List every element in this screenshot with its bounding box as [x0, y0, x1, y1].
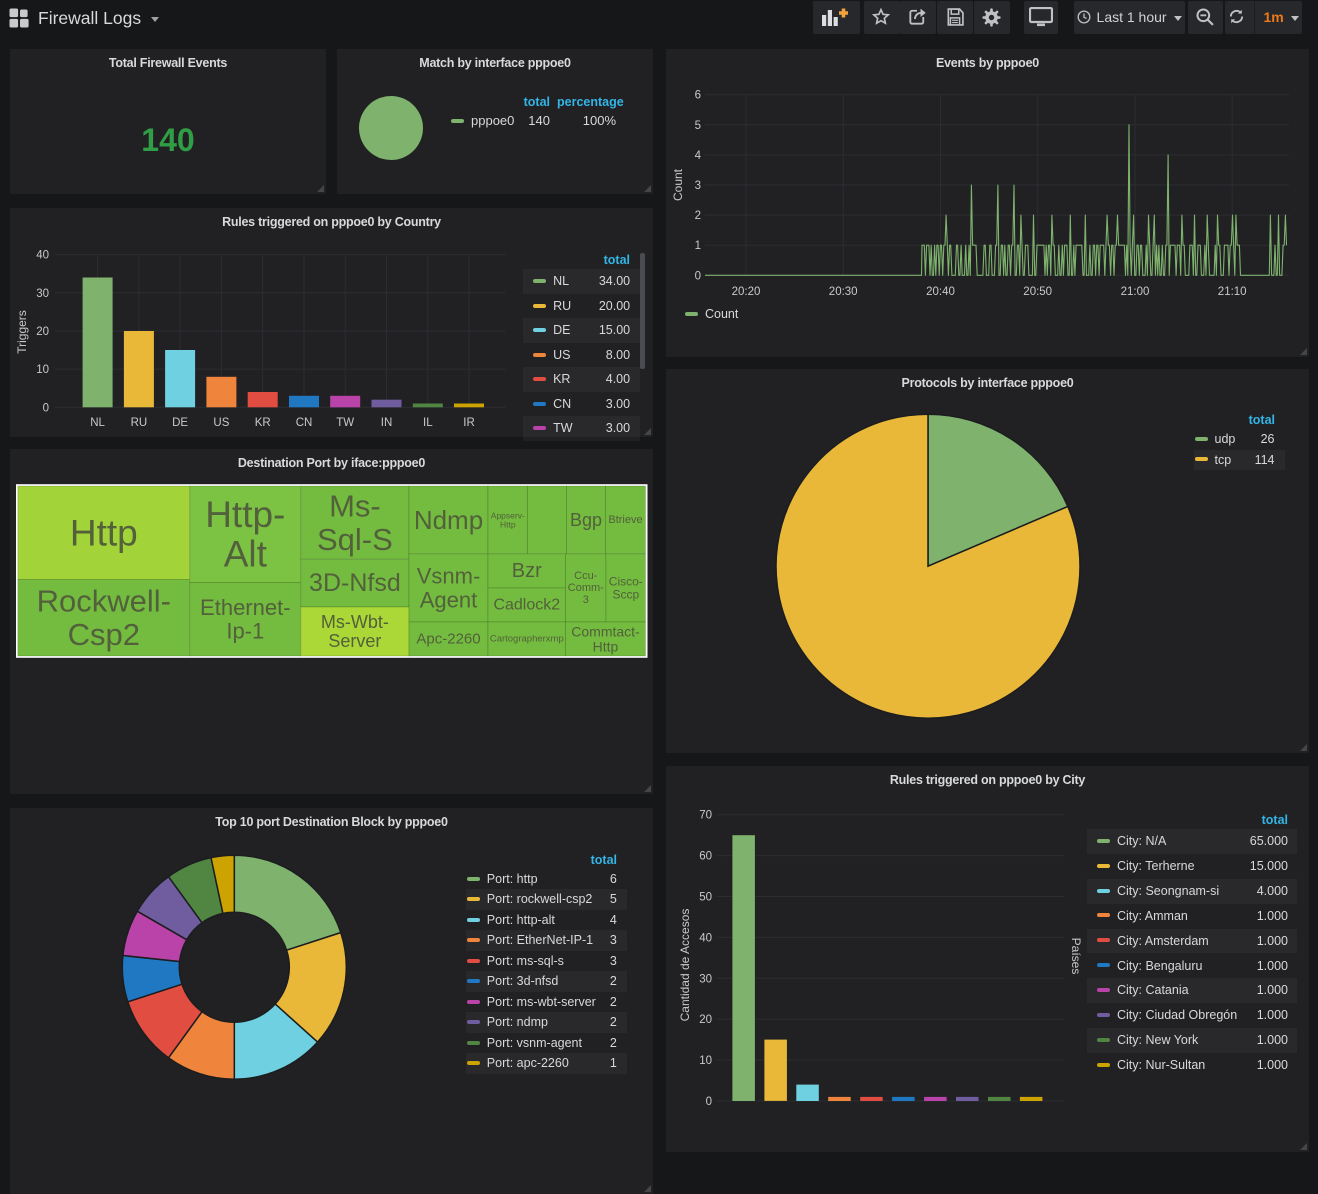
svg-text:Agent: Agent	[420, 587, 478, 612]
svg-text:Comm-: Comm-	[568, 582, 604, 594]
svg-text:20: 20	[699, 1014, 712, 1026]
svg-text:21:10: 21:10	[1218, 286, 1247, 298]
svg-text:50: 50	[699, 892, 712, 904]
svg-text:IN: IN	[381, 417, 393, 429]
svg-text:40: 40	[699, 932, 712, 944]
svg-text:Alt: Alt	[224, 534, 268, 575]
svg-text:KR: KR	[255, 417, 271, 429]
svg-text:30: 30	[699, 973, 712, 985]
svg-text:Cantidad de Accesos: Cantidad de Accesos	[678, 909, 692, 1022]
svg-text:Http: Http	[593, 639, 619, 655]
svg-text:20:40: 20:40	[926, 286, 955, 298]
svg-text:5: 5	[695, 120, 701, 132]
svg-text:CN: CN	[296, 417, 313, 429]
svg-text:40: 40	[36, 250, 49, 262]
svg-text:NL: NL	[90, 417, 105, 429]
svg-text:Sql-S: Sql-S	[317, 522, 393, 557]
svg-text:10: 10	[36, 364, 49, 376]
svg-text:Http: Http	[70, 512, 138, 553]
svg-text:Rockwell-: Rockwell-	[37, 584, 171, 619]
svg-text:20:50: 20:50	[1023, 286, 1052, 298]
svg-text:Ndmp: Ndmp	[414, 505, 483, 535]
svg-text:IR: IR	[463, 417, 475, 429]
svg-text:Http-: Http-	[205, 494, 285, 535]
svg-text:30: 30	[36, 288, 49, 300]
svg-text:Commtact-: Commtact-	[571, 623, 640, 639]
svg-text:0: 0	[43, 402, 49, 414]
svg-text:Ms-Wbt-: Ms-Wbt-	[321, 612, 389, 632]
svg-text:Cisco-: Cisco-	[609, 575, 643, 589]
svg-text:Vsnm-: Vsnm-	[417, 564, 481, 589]
svg-text:Ms-: Ms-	[329, 488, 381, 523]
svg-text:10: 10	[699, 1055, 712, 1067]
svg-text:0: 0	[695, 270, 701, 282]
svg-text:Países: Países	[1069, 938, 1083, 975]
svg-text:0: 0	[706, 1096, 712, 1108]
svg-text:20:20: 20:20	[732, 286, 761, 298]
svg-text:20:30: 20:30	[829, 286, 858, 298]
svg-text:DE: DE	[172, 417, 188, 429]
svg-text:Ccu-: Ccu-	[574, 570, 598, 582]
svg-text:Csp2: Csp2	[68, 617, 140, 652]
svg-text:20: 20	[36, 326, 49, 338]
svg-text:3D-Nfsd: 3D-Nfsd	[309, 569, 401, 597]
svg-text:IL: IL	[423, 417, 433, 429]
svg-text:Sccp: Sccp	[612, 587, 639, 601]
svg-text:TW: TW	[336, 417, 354, 429]
svg-text:1: 1	[695, 240, 701, 252]
svg-text:Bgp: Bgp	[570, 510, 602, 530]
svg-text:Btrieve: Btrieve	[608, 514, 642, 526]
svg-text:60: 60	[699, 851, 712, 863]
svg-text:Appserv-: Appserv-	[491, 510, 525, 520]
svg-text:Apc-2260: Apc-2260	[416, 631, 480, 648]
svg-text:4: 4	[695, 150, 702, 162]
svg-text:70: 70	[699, 810, 712, 822]
svg-text:RU: RU	[131, 417, 148, 429]
svg-text:Cadlock2: Cadlock2	[493, 597, 560, 614]
svg-text:2: 2	[695, 210, 701, 222]
svg-text:21:00: 21:00	[1121, 286, 1150, 298]
svg-text:3: 3	[583, 594, 589, 606]
svg-text:US: US	[213, 417, 229, 429]
svg-text:3: 3	[695, 180, 701, 192]
svg-text:Ip-1: Ip-1	[226, 619, 264, 644]
svg-text:Ethernet-: Ethernet-	[200, 595, 291, 620]
svg-text:Bzr: Bzr	[512, 560, 542, 582]
svg-text:6: 6	[695, 90, 701, 102]
svg-text:Count: Count	[671, 168, 685, 201]
svg-text:Server: Server	[328, 631, 381, 651]
svg-text:Triggers: Triggers	[15, 310, 29, 354]
svg-text:Cartographerxmp: Cartographerxmp	[490, 634, 564, 645]
svg-text:Http: Http	[500, 520, 516, 530]
